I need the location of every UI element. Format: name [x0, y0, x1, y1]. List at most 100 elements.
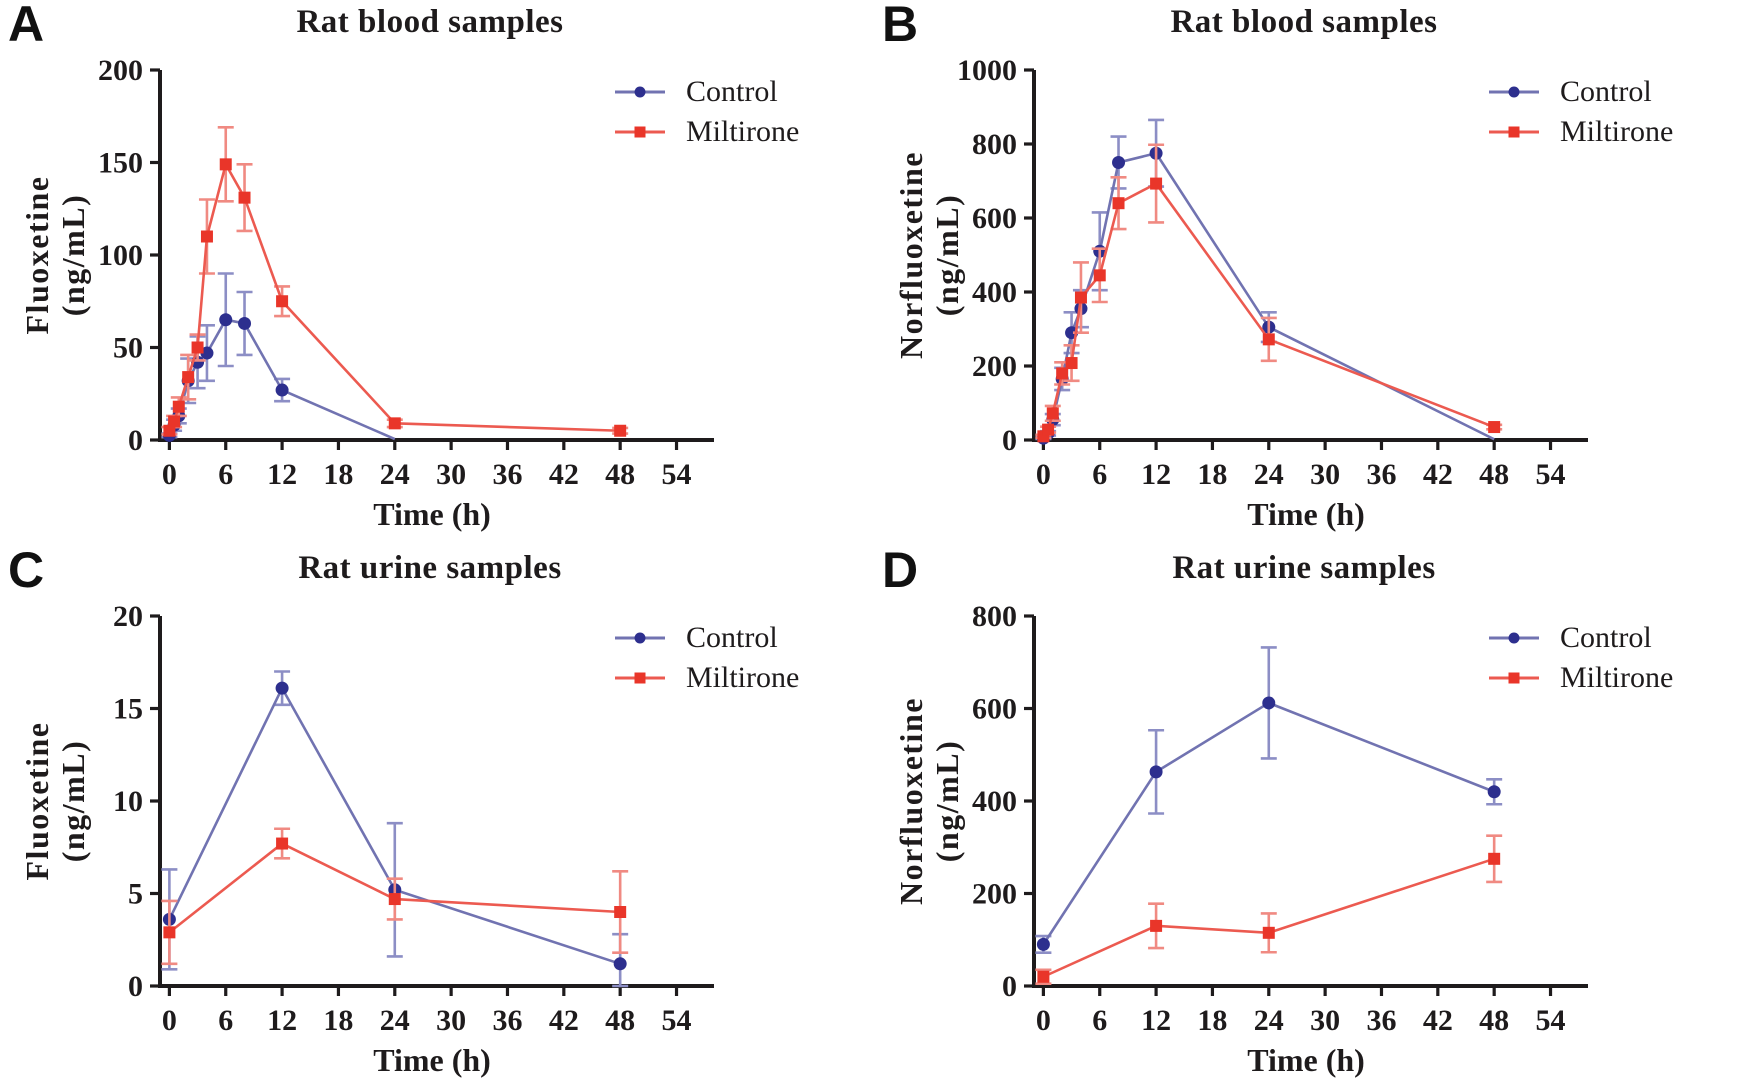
y-tick-label: 600	[972, 693, 1017, 726]
y-tick-label: 400	[972, 785, 1017, 818]
panel-letter: A	[8, 0, 45, 52]
x-tick-label: 36	[492, 1004, 522, 1037]
data-point	[1056, 367, 1069, 380]
series-line	[168, 685, 621, 966]
x-tick-label: 0	[162, 458, 177, 491]
panel-title: Rat blood samples	[1170, 4, 1438, 40]
miltirone-series-key-icon	[615, 126, 665, 138]
x-tick-label: 12	[1141, 1004, 1171, 1037]
x-tick-label: 12	[267, 458, 297, 491]
y-axis-label: Norfluoxetine (ng/mL)	[893, 697, 966, 905]
data-point	[219, 313, 233, 327]
x-tick-label: 30	[436, 458, 466, 491]
data-point	[388, 417, 401, 430]
data-point	[275, 383, 289, 397]
y-tick-label: 800	[972, 600, 1017, 633]
legend-label: Miltirone	[686, 661, 800, 694]
data-point	[1262, 333, 1275, 346]
data-point	[1046, 407, 1059, 420]
data-point	[1037, 970, 1050, 983]
legend-item-miltirone: Miltirone	[1488, 112, 1673, 152]
data-point	[1262, 926, 1275, 939]
x-tick-label: 24	[380, 1004, 410, 1037]
series-line	[1042, 181, 1495, 438]
y-tick-label: 600	[972, 202, 1017, 235]
legend-label: Control	[1560, 75, 1652, 108]
data-point	[276, 837, 289, 850]
data-point	[614, 906, 627, 918]
x-tick-label: 18	[1197, 458, 1227, 491]
data-point	[1149, 765, 1163, 779]
series-line	[1042, 151, 1495, 441]
y-tick-label: 5	[128, 878, 143, 911]
data-point	[1042, 423, 1055, 436]
y-axis-label-line1: Norfluoxetine	[893, 697, 930, 905]
x-tick-label: 42	[549, 1004, 579, 1037]
x-tick-label: 42	[549, 458, 579, 491]
y-tick-label: 50	[113, 332, 143, 365]
x-tick-label: 36	[492, 458, 522, 491]
y-axis-label-line2: (ng/mL)	[55, 193, 91, 317]
x-tick-label: 0	[1036, 458, 1051, 491]
y-tick-label: 0	[1002, 970, 1017, 1003]
data-point	[1150, 919, 1163, 932]
panel-letter: B	[882, 0, 919, 52]
y-tick-label: 0	[1002, 424, 1017, 457]
x-tick-label: 54	[662, 458, 692, 491]
data-point	[1112, 156, 1126, 169]
x-tick-label: 0	[1036, 1004, 1051, 1037]
legend-item-control: Control	[614, 72, 799, 112]
x-tick-label: 6	[1092, 1004, 1107, 1037]
data-point	[388, 893, 401, 906]
y-tick-label: 20	[113, 600, 143, 633]
x-axis-label: Time (h)	[1247, 1042, 1365, 1078]
data-point	[168, 415, 181, 428]
series-line	[1042, 857, 1495, 978]
y-axis-label-line1: Norfluoxetine	[893, 151, 930, 359]
y-axis-label: Fluoxetine (ng/mL)	[19, 721, 92, 881]
x-tick-label: 48	[1479, 1004, 1509, 1037]
x-axis-label: Time (h)	[1247, 496, 1365, 532]
panel-a: 0 6 12 18 24 30 36 42 48 54 0 50 100 150 200 A Rat blo…	[0, 0, 874, 546]
x-tick-label: 18	[1197, 1004, 1227, 1037]
panel-title: Rat urine samples	[298, 550, 562, 586]
data-point	[1150, 177, 1163, 190]
x-tick-label: 18	[323, 458, 353, 491]
panel-c-plot-area: 0 6 12 18 24 30 36 42 48 54 0 5 10 15 20	[113, 600, 714, 1037]
data-point	[182, 371, 195, 384]
legend: Control Miltirone	[614, 72, 799, 152]
data-point	[163, 926, 176, 939]
legend-label: Miltirone	[686, 115, 800, 148]
y-tick-label: 15	[113, 693, 143, 726]
control-series-key-icon	[1489, 632, 1539, 644]
y-axis-label-line2: (ng/mL)	[55, 739, 91, 863]
control-series-key-icon	[1489, 86, 1539, 98]
data-point	[1065, 357, 1078, 370]
data-point	[1036, 937, 1050, 951]
panel-a-plot-area: 0 6 12 18 24 30 36 42 48 54 0 50 100 150 200	[98, 54, 714, 491]
data-point	[275, 681, 289, 695]
x-tick-label: 24	[380, 458, 410, 491]
y-axis-label-line2: (ng/mL)	[929, 739, 965, 863]
x-tick-label: 6	[218, 458, 233, 491]
panel-b: 0 6 12 18 24 30 36 42 48 54 0 200 400 600 800 1000 B Ra…	[874, 0, 1748, 546]
miltirone-series-key-icon	[1489, 672, 1539, 684]
x-tick-label: 54	[1536, 458, 1566, 491]
y-tick-label: 1000	[957, 54, 1017, 87]
y-axis-label-line1: Fluoxetine	[19, 721, 56, 881]
legend-label: Miltirone	[1560, 115, 1674, 148]
y-axis-label: Norfluoxetine (ng/mL)	[893, 151, 966, 359]
x-tick-label: 30	[1310, 458, 1340, 491]
legend-label: Control	[1560, 621, 1652, 654]
x-tick-label: 48	[1479, 458, 1509, 491]
panel-letter: C	[8, 542, 45, 598]
legend-item-miltirone: Miltirone	[614, 658, 799, 698]
x-tick-label: 48	[605, 458, 635, 491]
data-point	[1112, 197, 1125, 210]
x-axis-label: Time (h)	[373, 496, 491, 532]
legend-label: Control	[686, 621, 778, 654]
data-point	[1093, 269, 1106, 282]
x-tick-label: 36	[1366, 458, 1396, 491]
legend-label: Control	[686, 75, 778, 108]
